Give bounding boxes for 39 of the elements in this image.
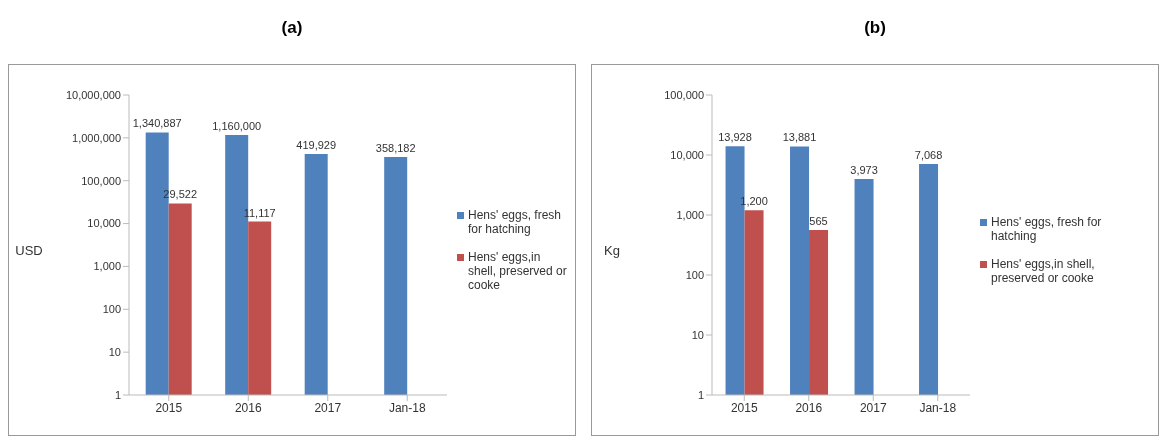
x-tick-label: 2017 bbox=[859, 400, 887, 415]
y-tick-label: 10 bbox=[691, 328, 704, 341]
data-label: 565 bbox=[809, 214, 828, 227]
y-tick-label: 1,000,000 bbox=[72, 131, 121, 144]
y-tick-label: 10 bbox=[108, 346, 121, 359]
data-label: 1,160,000 bbox=[212, 120, 262, 133]
x-tick-label: 2017 bbox=[314, 400, 342, 415]
legend-label: Hens' eggs, fresh for hatching bbox=[468, 208, 562, 236]
legend-label: Hens' eggs,in shell, preserved or cooke bbox=[468, 250, 567, 292]
y-tick-label: 100,000 bbox=[81, 174, 121, 187]
data-label: 419,929 bbox=[296, 139, 337, 152]
y-tick-label: 1,000 bbox=[676, 208, 704, 221]
x-tick-label: Jan-18 bbox=[919, 400, 957, 415]
y-tick-label: 100 bbox=[102, 303, 121, 316]
y-tick-label: 1 bbox=[697, 388, 704, 401]
data-label: 1,340,887 bbox=[132, 117, 182, 130]
y-axis-title: Kg bbox=[603, 242, 621, 258]
x-tick-label: Jan-18 bbox=[388, 400, 426, 415]
data-label: 13,881 bbox=[782, 131, 817, 144]
y-tick-label: 10,000 bbox=[87, 217, 121, 230]
y-tick-label: 10,000 bbox=[670, 148, 704, 161]
y-tick-label: 10,000,000 bbox=[65, 88, 121, 101]
data-label: 13,928 bbox=[718, 131, 752, 144]
data-label: 3,973 bbox=[850, 164, 878, 177]
data-label: 7,068 bbox=[914, 149, 943, 162]
y-tick-label: 1,000 bbox=[93, 260, 121, 273]
y-tick-label: 100,000 bbox=[664, 88, 704, 101]
y-axis-title: USD bbox=[14, 242, 44, 258]
legend-label: Hens' eggs, fresh for hatching bbox=[991, 215, 1103, 243]
y-tick-label: 1 bbox=[114, 388, 121, 401]
chart-title: (b) bbox=[863, 17, 887, 39]
legend-label: Hens' eggs,in shell, preserved or cooke bbox=[991, 257, 1096, 285]
chart-title: (a) bbox=[280, 17, 304, 39]
y-tick-label: 100 bbox=[685, 268, 704, 281]
x-tick-label: 2015 bbox=[730, 400, 758, 415]
x-tick-label: 2016 bbox=[234, 400, 262, 415]
x-tick-label: 2015 bbox=[155, 400, 183, 415]
x-tick-label: 2016 bbox=[795, 400, 823, 415]
data-label: 358,182 bbox=[375, 141, 416, 154]
